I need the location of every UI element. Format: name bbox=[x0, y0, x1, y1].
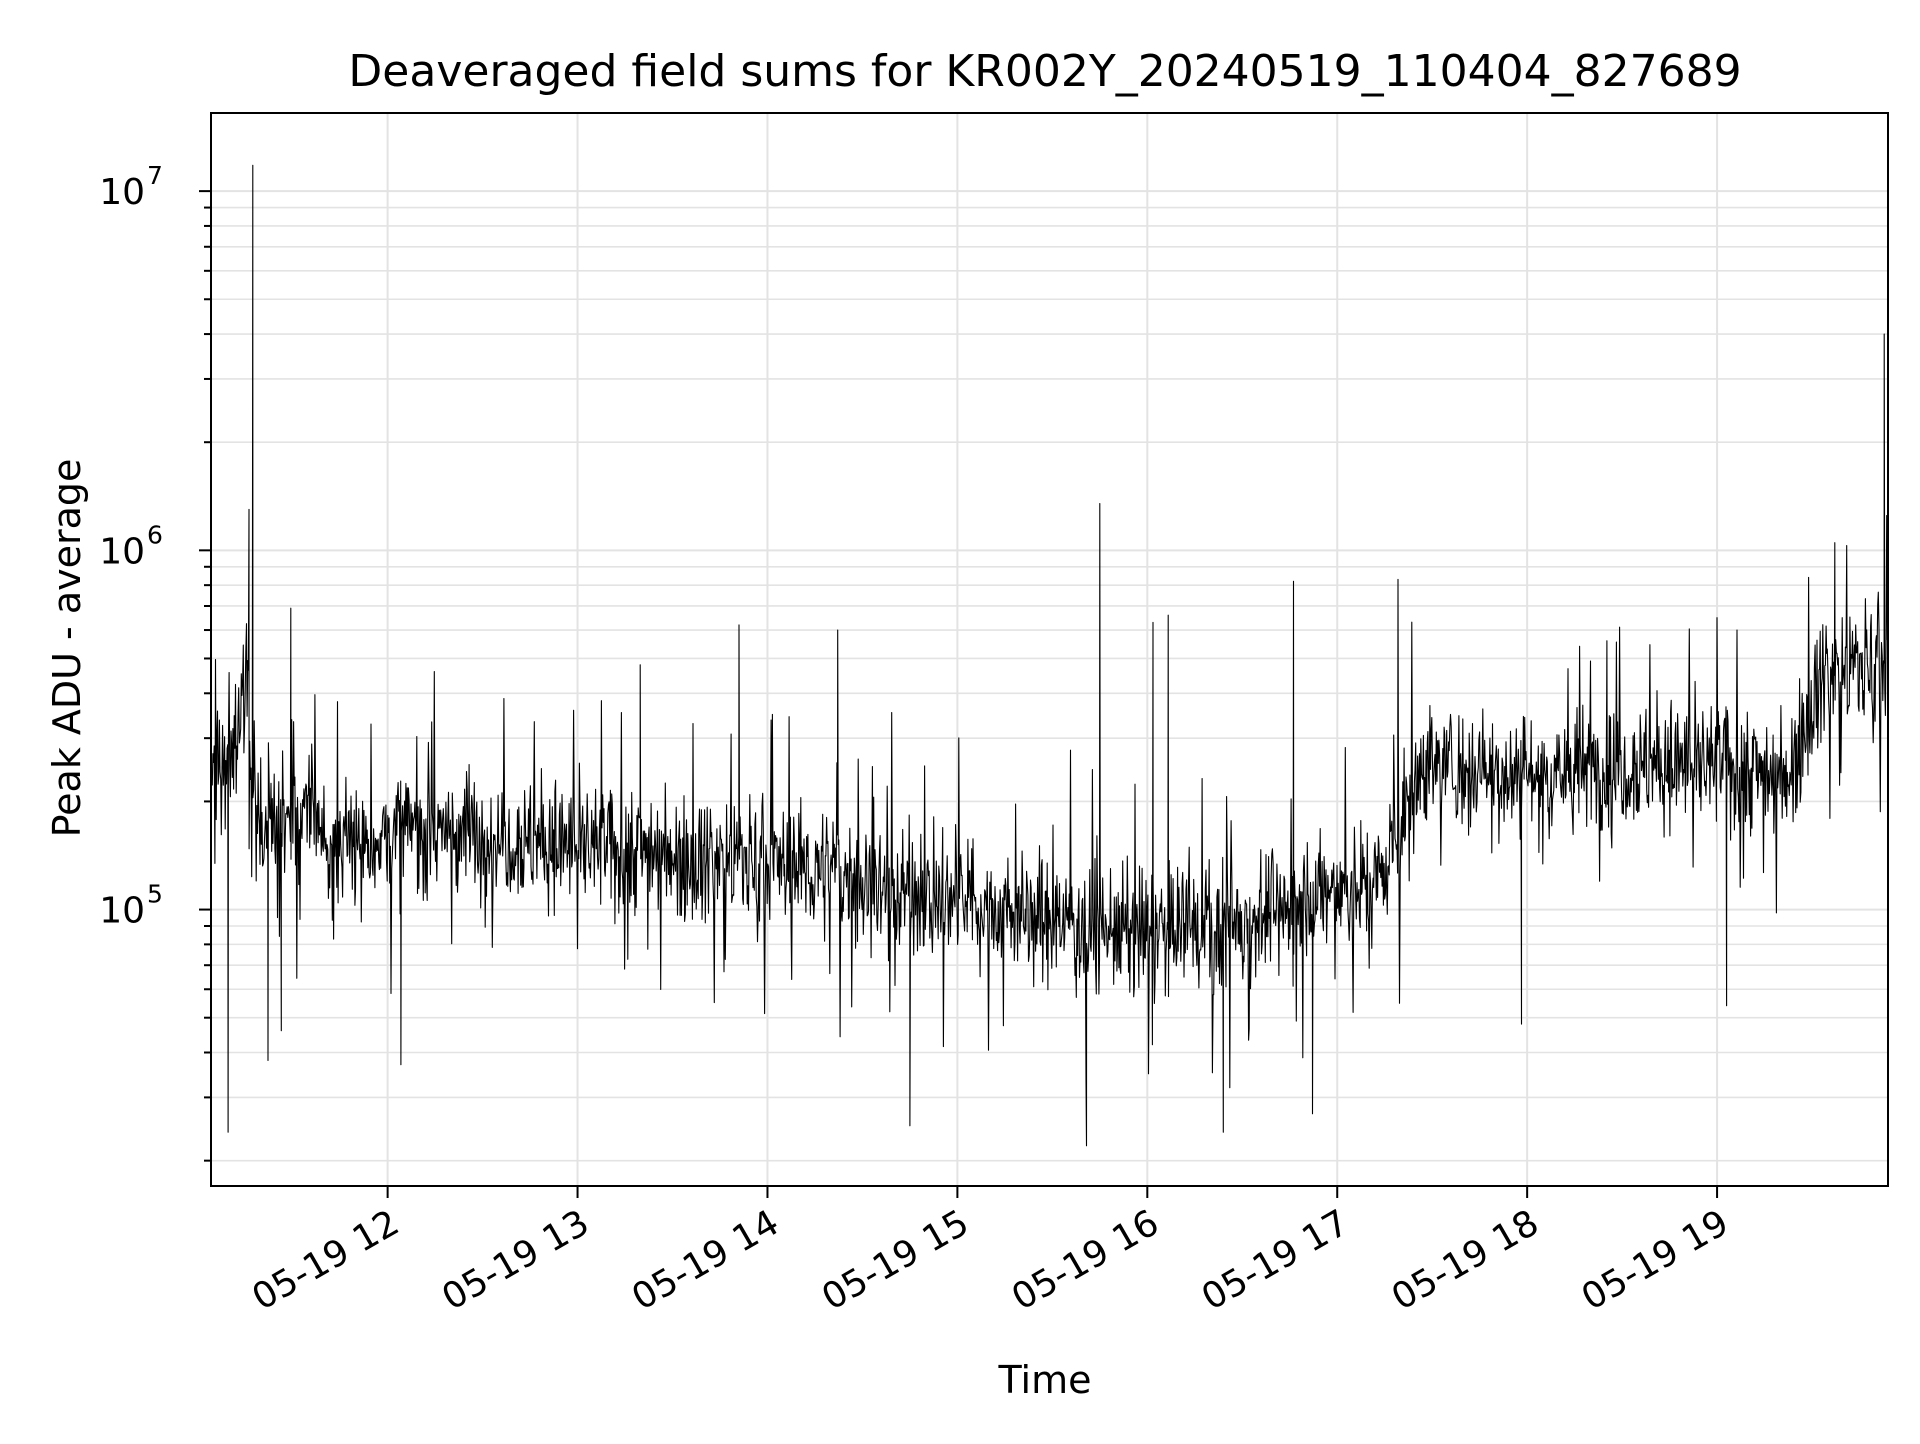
y-tick-exponent: 5 bbox=[147, 880, 163, 909]
y-tick-exponent: 6 bbox=[147, 520, 163, 549]
grid-lines bbox=[211, 113, 1888, 1186]
y-tick-label: 10 5 bbox=[99, 880, 163, 932]
series-layer bbox=[211, 164, 1888, 1147]
y-axis-label: Peak ADU - average bbox=[45, 459, 89, 838]
plot-frame bbox=[210, 112, 1889, 1187]
y-tick-label: 10 6 bbox=[99, 520, 163, 572]
series-line bbox=[211, 164, 1888, 1147]
x-axis-label: Time bbox=[998, 1358, 1092, 1402]
y-tick-base: 10 bbox=[99, 172, 145, 213]
y-tick-label: 10 7 bbox=[99, 161, 163, 213]
y-tick-exponent: 7 bbox=[147, 161, 163, 190]
chart-title: Deaveraged field sums for KR002Y_2024051… bbox=[348, 46, 1741, 97]
y-tick-base: 10 bbox=[99, 531, 145, 572]
y-tick-base: 10 bbox=[99, 891, 145, 932]
tick-marks bbox=[199, 190, 1719, 1198]
